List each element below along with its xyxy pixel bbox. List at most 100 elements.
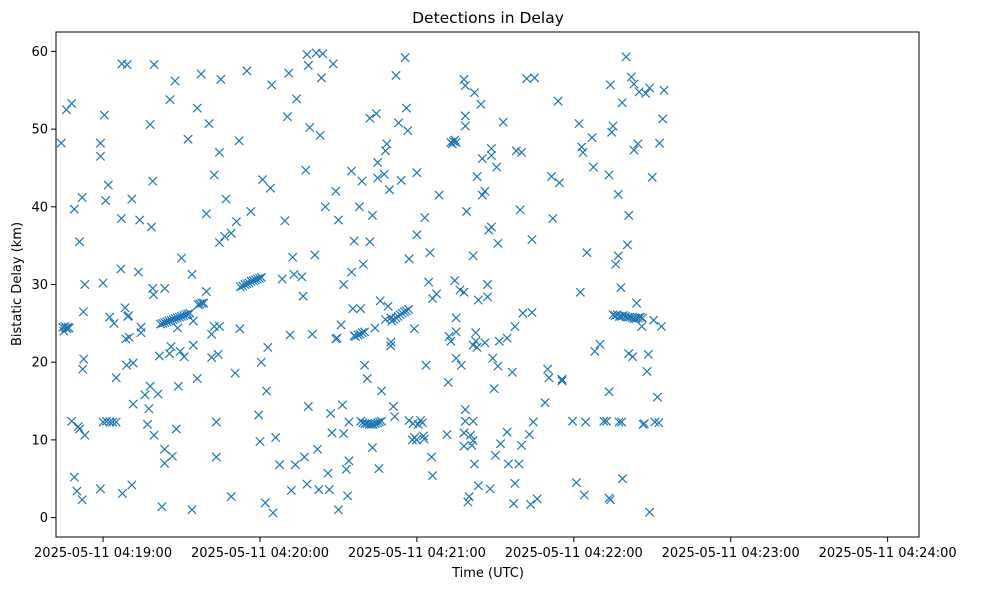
data-point <box>469 87 480 98</box>
data-point <box>367 443 378 453</box>
data-point <box>375 296 385 306</box>
data-point <box>371 108 381 119</box>
data-point <box>424 277 434 287</box>
data-point <box>56 138 66 148</box>
data-point <box>527 307 537 318</box>
data-point <box>341 464 351 475</box>
data-point <box>354 202 364 212</box>
data-point <box>492 162 502 172</box>
data-point <box>67 98 77 109</box>
data-point <box>574 119 584 129</box>
data-point <box>231 216 242 227</box>
data-point <box>456 360 466 370</box>
y-tick-label: 60 <box>31 45 48 60</box>
x-tick-label: 2025-05-11 04:21:00 <box>348 546 486 561</box>
data-point <box>302 49 312 60</box>
data-point <box>451 353 461 363</box>
data-point <box>507 367 517 377</box>
data-point <box>473 295 483 305</box>
y-tick-label: 0 <box>40 511 48 526</box>
data-point <box>575 287 585 297</box>
data-point <box>451 137 461 147</box>
data-point <box>400 53 410 63</box>
data-point <box>127 480 137 490</box>
data-point <box>450 135 460 145</box>
data-point <box>495 439 506 449</box>
data-point <box>167 451 177 461</box>
data-point <box>577 142 587 152</box>
data-point <box>260 498 270 508</box>
data-point <box>256 272 267 283</box>
data-point <box>290 460 300 470</box>
data-point <box>654 138 665 148</box>
data-point <box>196 69 206 79</box>
data-point <box>417 418 428 428</box>
data-point <box>633 139 643 149</box>
data-point <box>133 267 144 277</box>
data-point <box>635 312 645 322</box>
data-point <box>658 114 668 124</box>
data-point <box>578 147 588 158</box>
data-point <box>235 324 245 334</box>
data-point <box>211 452 221 462</box>
data-point <box>403 304 414 314</box>
data-point <box>254 273 265 283</box>
data-point <box>145 119 155 130</box>
data-point <box>170 76 180 86</box>
data-point <box>516 440 527 450</box>
data-point <box>199 298 209 308</box>
data-point <box>98 278 108 288</box>
data-point <box>463 497 473 507</box>
data-point <box>271 432 281 443</box>
data-point <box>136 328 146 338</box>
data-point <box>339 429 349 439</box>
data-point <box>480 338 490 348</box>
data-point <box>192 373 202 384</box>
data-point <box>108 417 118 427</box>
data-point <box>477 154 487 164</box>
data-point <box>647 172 657 182</box>
data-point <box>111 417 121 427</box>
data-point <box>486 150 497 161</box>
data-point <box>346 267 357 277</box>
data-point <box>214 237 225 248</box>
data-point <box>626 72 636 82</box>
data-point <box>579 490 589 500</box>
data-point <box>548 213 558 224</box>
data-point <box>645 507 655 517</box>
data-point <box>388 401 398 412</box>
data-point <box>490 450 500 461</box>
data-point <box>502 427 512 437</box>
data-point <box>69 472 79 482</box>
data-point <box>305 122 315 133</box>
data-point <box>554 178 565 188</box>
data-point <box>213 349 223 360</box>
data-point <box>403 126 413 136</box>
data-point <box>164 349 175 359</box>
data-point <box>80 430 90 440</box>
data-point <box>645 83 655 93</box>
data-point <box>373 173 383 183</box>
data-point <box>502 333 512 343</box>
data-point <box>234 136 244 146</box>
data-point <box>332 333 342 343</box>
data-point <box>284 68 294 78</box>
data-point <box>510 321 520 332</box>
data-point <box>652 392 663 402</box>
data-point <box>469 459 480 469</box>
data-point <box>465 430 476 440</box>
data-point <box>431 289 442 299</box>
data-point <box>302 479 312 489</box>
data-point <box>280 216 290 226</box>
data-point <box>153 389 163 399</box>
data-point <box>401 103 412 113</box>
data-point <box>460 111 470 121</box>
data-point <box>124 332 134 342</box>
data-point <box>159 444 170 454</box>
data-point <box>637 313 647 323</box>
data-point <box>285 330 295 340</box>
data-point <box>616 282 626 293</box>
data-point <box>590 346 600 356</box>
data-point <box>601 416 612 426</box>
data-point <box>516 147 527 158</box>
